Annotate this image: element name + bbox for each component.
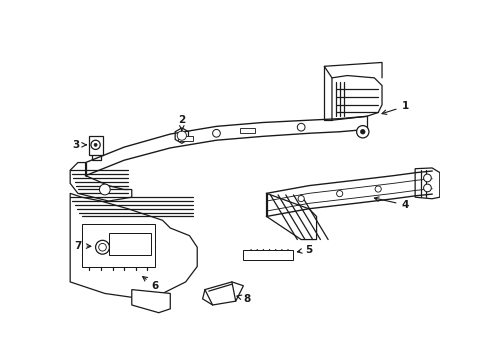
- Polygon shape: [132, 289, 171, 313]
- Circle shape: [98, 243, 106, 251]
- Bar: [244, 249, 294, 260]
- Bar: [109, 233, 151, 255]
- Polygon shape: [70, 193, 197, 297]
- Circle shape: [337, 190, 343, 197]
- Polygon shape: [89, 136, 102, 155]
- Text: 8: 8: [237, 294, 251, 304]
- Circle shape: [361, 130, 365, 134]
- Bar: [240, 128, 255, 134]
- Circle shape: [91, 140, 100, 149]
- Circle shape: [423, 184, 431, 192]
- Polygon shape: [332, 76, 382, 120]
- Text: 6: 6: [143, 276, 158, 291]
- Text: 1: 1: [382, 101, 409, 114]
- Polygon shape: [415, 168, 440, 199]
- Circle shape: [298, 195, 304, 202]
- Text: 5: 5: [297, 244, 313, 255]
- Circle shape: [423, 174, 431, 182]
- Circle shape: [177, 131, 187, 140]
- Circle shape: [96, 240, 109, 254]
- Circle shape: [357, 126, 369, 138]
- Circle shape: [375, 186, 381, 192]
- Polygon shape: [203, 282, 244, 305]
- Circle shape: [297, 123, 305, 131]
- Polygon shape: [267, 193, 317, 239]
- Circle shape: [213, 130, 220, 137]
- Text: 4: 4: [374, 197, 409, 210]
- Bar: [178, 136, 194, 141]
- Bar: [82, 224, 155, 266]
- Text: 2: 2: [178, 115, 185, 131]
- Polygon shape: [70, 163, 132, 201]
- Circle shape: [94, 143, 97, 147]
- Text: 7: 7: [74, 241, 91, 251]
- Text: 3: 3: [73, 140, 86, 150]
- Circle shape: [99, 184, 110, 195]
